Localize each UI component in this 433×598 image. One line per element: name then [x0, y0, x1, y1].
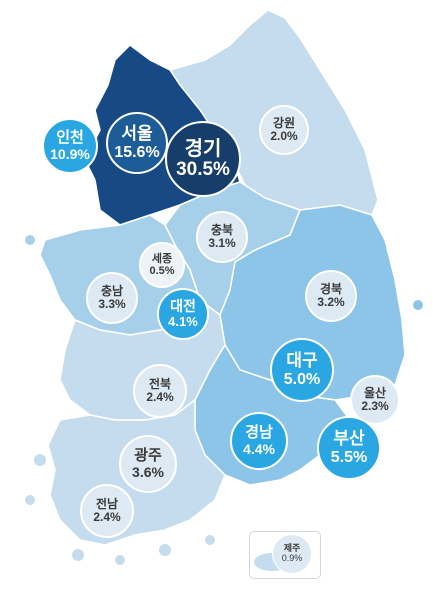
bubble-gyeongbuk: 경북 3.2%	[305, 270, 357, 322]
bubble-chungnam: 충남 3.3%	[86, 272, 138, 324]
region-name: 울산	[363, 385, 387, 400]
bubble-busan: 부산 5.5%	[317, 416, 381, 480]
island	[159, 544, 171, 556]
region-value: 3.3%	[98, 297, 126, 311]
region-name: 강원	[272, 115, 296, 130]
region-name: 경기	[184, 137, 222, 160]
island	[25, 235, 35, 245]
island	[34, 454, 46, 466]
island	[413, 300, 423, 310]
region-name: 세종	[151, 252, 173, 265]
region-value: 10.9%	[50, 145, 90, 162]
region-value: 0.9%	[281, 553, 303, 563]
region-value: 3.6%	[132, 463, 164, 480]
jeju-inset: 제주 0.9%	[249, 531, 321, 579]
island	[72, 549, 84, 561]
bubble-gyeonggi: 경기 30.5%	[165, 121, 241, 197]
region-value: 5.0%	[283, 370, 321, 388]
region-value: 4.4%	[243, 440, 275, 457]
bubble-daejeon: 대전 4.1%	[157, 288, 209, 340]
bubble-gyeongnam: 경남 4.4%	[230, 412, 288, 470]
bubble-sejong: 세종 0.5%	[139, 242, 185, 288]
bubble-seoul: 서울 15.6%	[106, 112, 168, 174]
region-name: 경남	[245, 424, 273, 442]
region-name: 대구	[286, 350, 318, 370]
region-name: 경북	[319, 281, 343, 296]
region-name: 전북	[148, 376, 172, 391]
region-name: 광주	[134, 447, 162, 465]
region-value: 4.1%	[168, 313, 198, 329]
region-value: 30.5%	[176, 158, 230, 180]
bubble-jeonbuk: 전북 2.4%	[133, 364, 187, 418]
bubble-incheon: 인천 10.9%	[42, 118, 98, 174]
region-value: 2.3%	[361, 399, 389, 413]
region-value: 3.1%	[208, 236, 236, 250]
region-value: 2.4%	[93, 510, 121, 524]
bubble-chungbuk: 충북 3.1%	[196, 211, 248, 263]
region-name: 전남	[95, 496, 119, 511]
region-name: 충북	[210, 222, 234, 237]
region-name: 제주	[283, 543, 301, 554]
bubble-daegu: 대구 5.0%	[270, 338, 334, 402]
island	[205, 535, 215, 545]
region-value: 2.0%	[270, 129, 298, 143]
region-name: 대전	[170, 298, 196, 315]
bubble-gangwon: 강원 2.0%	[259, 105, 309, 155]
region-value: 3.2%	[317, 295, 345, 309]
region-value: 2.4%	[146, 390, 174, 404]
region-name: 서울	[121, 123, 153, 143]
region-value: 0.5%	[149, 265, 175, 277]
bubble-jeonnam: 전남 2.4%	[80, 484, 134, 538]
bubble-gwangju: 광주 3.6%	[119, 435, 177, 493]
region-name: 인천	[56, 129, 84, 147]
region-value: 5.5%	[330, 448, 368, 466]
island	[25, 495, 35, 505]
bubble-jeju: 제주 0.9%	[272, 534, 312, 574]
region-value: 15.6%	[114, 143, 160, 161]
region-name: 부산	[333, 428, 365, 448]
island	[115, 555, 125, 565]
region-name: 충남	[100, 283, 124, 298]
